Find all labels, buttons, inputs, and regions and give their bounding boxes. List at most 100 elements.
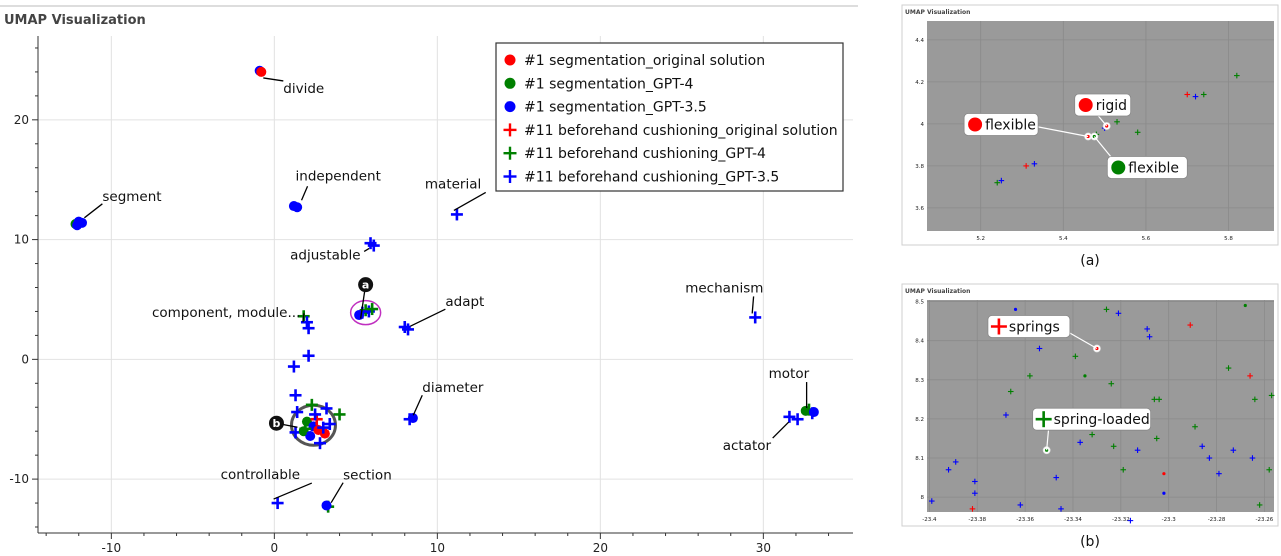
- inset-data-point: [1206, 455, 1213, 461]
- inset-y-tick-label: 4.4: [915, 38, 924, 44]
- data-point: [309, 408, 322, 421]
- inset-data-point: [1225, 365, 1232, 371]
- annotation-leader: [453, 191, 487, 212]
- inset-label-text: springs: [1009, 320, 1060, 336]
- data-point: [366, 303, 379, 316]
- annotation-label: motor: [769, 366, 810, 382]
- inset-label-text: spring-loaded: [1054, 412, 1150, 428]
- annotation-leader: [410, 308, 446, 327]
- inset-data-point: [1114, 119, 1120, 125]
- inset-y-tick-label: 8: [921, 495, 925, 501]
- inset-data-point: [1268, 392, 1275, 399]
- inset-data-point: [1247, 373, 1253, 379]
- legend-swatch: [504, 77, 516, 89]
- annotation-label: independent: [296, 168, 381, 184]
- legend-entry: #1 segmentation_original solution: [524, 53, 765, 69]
- inset-caption: (b): [1080, 534, 1100, 550]
- x-tick-label: 10: [430, 541, 445, 555]
- annotation-leader: [363, 247, 370, 252]
- inset-x-tick-label: -23.28: [1208, 517, 1226, 523]
- main-annotations: divide segment independent material adjustab…: [83, 77, 810, 503]
- inset-chart-b: UMAP Visualization-23.4 -23.38 -23.36 -23.3…: [901, 283, 1279, 550]
- inset-title: UMAP Visualization: [905, 9, 970, 16]
- inset-y-tick-label: 8.3: [915, 378, 924, 384]
- inset-x-tick-label: 5.4: [1059, 236, 1068, 242]
- inset-data-point: [1192, 423, 1198, 430]
- data-point: [333, 408, 346, 421]
- inset-data-point: [1256, 502, 1263, 508]
- inset-data-point: [1072, 353, 1079, 360]
- data-point: [313, 437, 326, 450]
- main-chart: UMAP Visualization -10 0 10 20 30 -10 0 10 20 divi…: [0, 5, 858, 555]
- data-point: [287, 360, 300, 373]
- inset-data-point: [1036, 345, 1043, 352]
- data-point: [72, 220, 83, 231]
- legend-entry: #1 segmentation_GPT-3.5: [524, 100, 707, 116]
- inset-label-text: flexible: [985, 118, 1036, 134]
- callout-badge: [268, 415, 284, 431]
- inset-x-tick-label: 5.6: [1142, 236, 1151, 242]
- x-tick-label: 30: [756, 541, 771, 555]
- annotation-leader: [412, 394, 423, 416]
- inset-label-marker: [1078, 98, 1093, 112]
- data-point: [299, 422, 312, 435]
- x-tick-label: -10: [102, 541, 122, 555]
- y-tick-label: -10: [9, 472, 29, 486]
- annotation-leader: [83, 203, 103, 219]
- data-point: [407, 413, 418, 424]
- data-point: [808, 407, 819, 418]
- data-point: [305, 430, 316, 441]
- callout-badge: [358, 277, 374, 293]
- data-point: [800, 405, 811, 416]
- legend-entry: #11 beforehand cushioning_GPT-3.5: [524, 170, 779, 186]
- inset-y-tick-label: 8.2: [915, 417, 924, 423]
- inset-label-box: [1032, 407, 1152, 431]
- annotation-leader: [263, 77, 284, 82]
- inset-data-point: [1134, 447, 1141, 453]
- inset-y-tick-label: 4: [921, 122, 925, 128]
- inset-x-tick-label: 5.8: [1224, 236, 1233, 242]
- data-point: [256, 66, 267, 77]
- annotation-label: actator: [723, 438, 772, 454]
- inset-title: UMAP Visualization: [905, 288, 970, 295]
- inset-x-tick-label: -23.36: [1016, 517, 1034, 523]
- legend-swatch: [503, 123, 517, 137]
- inset-y-tick-label: 8.1: [915, 456, 924, 462]
- annotation-label: divide: [283, 81, 324, 97]
- inset-data-point: [994, 179, 1001, 186]
- inset-data-point: [1266, 466, 1273, 473]
- inset-data-point: [1243, 303, 1247, 308]
- data-point: [749, 311, 762, 324]
- data-point: [320, 402, 333, 415]
- data-point: [317, 421, 330, 434]
- legend: #1 segmentation_original solution #1 segm…: [495, 42, 844, 192]
- inset-y-tick-label: 3.8: [915, 164, 924, 170]
- inset-data-point: [1192, 93, 1199, 100]
- annotation-leader: [300, 185, 309, 201]
- data-point: [323, 418, 336, 431]
- inset-data-point: [945, 466, 952, 473]
- inset-data-point: [1089, 431, 1095, 438]
- inset-caption: (a): [1080, 253, 1100, 269]
- inset-data-point: [1127, 517, 1134, 524]
- inset-label-box: [1106, 156, 1188, 179]
- inset-label-leader: [1093, 136, 1113, 159]
- inset-data-point: [1103, 306, 1110, 313]
- inset-x-tick-label: -23.32: [1112, 517, 1130, 523]
- main-ticks: -10 0 10 20 30 -10 0 10 20: [9, 47, 830, 555]
- inset-data-point: [1058, 506, 1064, 512]
- data-point: [292, 202, 303, 213]
- main-chart-title: UMAP Visualization: [4, 13, 146, 28]
- inset-data-point: [1031, 161, 1038, 167]
- inset-chart-a: UMAP Visualization 5.2 5.4 5.6 5.8 3.6 3.8 4 4.2…: [901, 4, 1279, 269]
- data-point: [450, 208, 463, 221]
- annotation-label: segment: [102, 189, 161, 205]
- annotation-label: material: [425, 176, 481, 192]
- data-point: [271, 497, 284, 510]
- inset-x-tick-label: -23.3: [1162, 517, 1177, 523]
- inset-x-tick-label: -23.34: [1064, 517, 1082, 523]
- data-point: [291, 406, 304, 419]
- inset-x-tick-label: -23.38: [968, 517, 986, 523]
- inset-data-point: [1120, 466, 1127, 473]
